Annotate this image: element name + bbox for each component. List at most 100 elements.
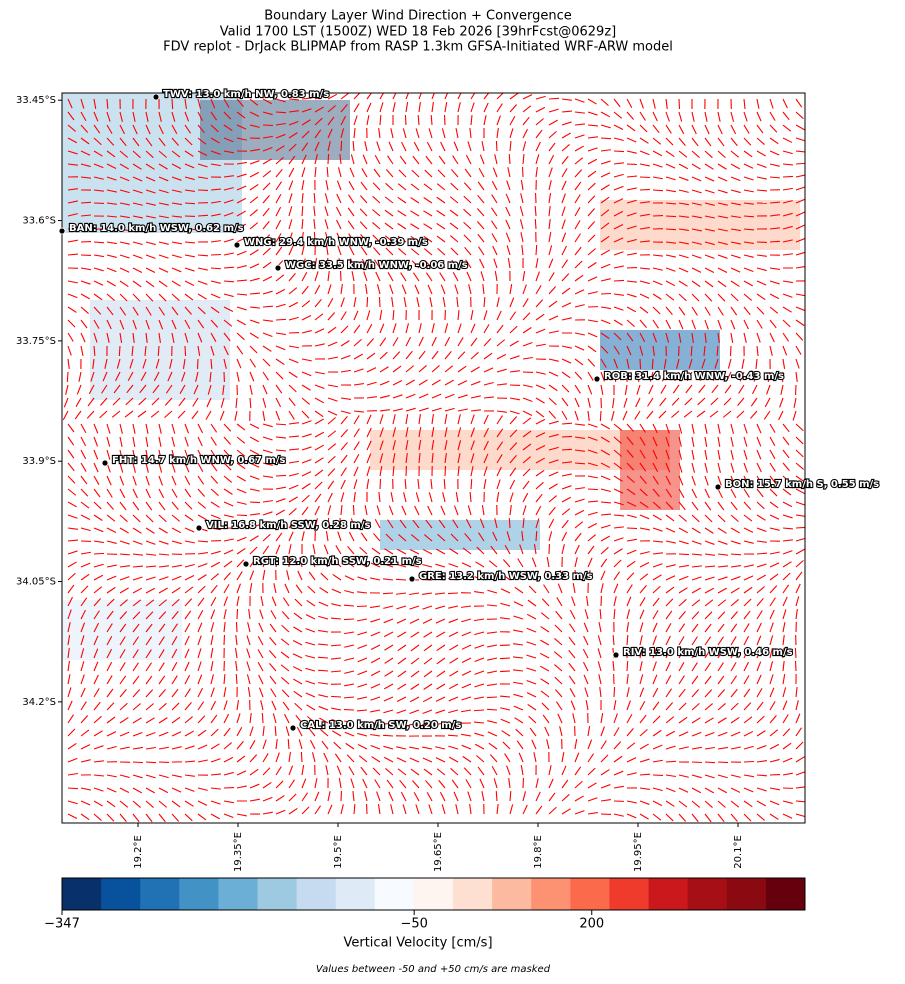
wind-vector bbox=[756, 345, 759, 357]
wind-vector bbox=[320, 729, 329, 737]
wind-vector bbox=[80, 280, 91, 285]
wind-vector bbox=[184, 267, 195, 272]
wind-vector bbox=[340, 128, 345, 139]
wind-vector bbox=[743, 293, 753, 301]
wind-vector bbox=[665, 501, 674, 510]
wind-vector bbox=[652, 475, 659, 485]
wind-vector bbox=[496, 353, 507, 360]
wind-vector bbox=[353, 127, 356, 139]
wind-vector bbox=[691, 649, 698, 659]
wind-vector bbox=[405, 453, 408, 464]
wind-vector bbox=[412, 780, 420, 789]
wind-vector bbox=[362, 518, 368, 529]
wind-vector bbox=[262, 371, 269, 381]
wind-vector bbox=[561, 485, 572, 490]
wind-vector bbox=[465, 518, 472, 529]
wind-vector bbox=[67, 293, 78, 299]
wind-vector bbox=[353, 410, 365, 413]
wind-vector bbox=[384, 548, 394, 555]
wind-vector bbox=[496, 415, 503, 425]
wind-vector bbox=[331, 707, 342, 711]
title-line: Valid 1700 LST (1500Z) WED 18 Feb 2026 [… bbox=[220, 25, 616, 40]
wind-vector bbox=[249, 124, 260, 128]
wind-vector bbox=[335, 545, 342, 555]
wind-vector bbox=[119, 540, 130, 545]
wind-vector bbox=[782, 98, 788, 109]
wind-vector bbox=[522, 356, 533, 360]
wind-vector bbox=[795, 306, 805, 312]
wind-vector bbox=[158, 293, 167, 302]
wind-vector bbox=[80, 345, 84, 356]
wind-vector bbox=[691, 553, 703, 556]
wind-vector bbox=[479, 154, 485, 165]
wind-vector bbox=[262, 207, 270, 217]
wind-vector bbox=[743, 267, 754, 272]
wind-vector bbox=[340, 415, 348, 425]
wind-vector bbox=[769, 240, 781, 243]
wind-vector bbox=[431, 336, 437, 347]
wind-vector bbox=[93, 787, 104, 792]
wind-vector bbox=[337, 245, 342, 256]
wind-vector bbox=[337, 167, 342, 178]
wind-vector bbox=[626, 647, 629, 659]
wind-vector bbox=[301, 271, 308, 282]
wind-vector bbox=[626, 549, 637, 555]
wind-vector bbox=[691, 702, 700, 711]
wind-vector bbox=[435, 757, 446, 763]
wind-vector bbox=[236, 726, 243, 737]
wind-vector bbox=[410, 670, 420, 678]
wind-vector bbox=[344, 589, 355, 594]
wind-vector bbox=[743, 514, 753, 522]
wind-vector bbox=[499, 657, 511, 660]
y-tick-label: 33.75°S bbox=[16, 336, 56, 347]
wind-vector bbox=[457, 102, 461, 113]
wind-vector bbox=[678, 436, 682, 447]
wind-vector bbox=[613, 98, 621, 108]
wind-vector bbox=[600, 583, 604, 594]
wind-vector bbox=[464, 168, 472, 178]
wind-vector bbox=[544, 726, 550, 737]
wind-vector bbox=[561, 448, 573, 451]
wind-vector bbox=[626, 572, 635, 581]
wind-vector bbox=[262, 146, 273, 152]
wind-vector bbox=[795, 514, 805, 517]
wind-vector bbox=[691, 787, 702, 794]
wind-vector bbox=[795, 293, 805, 297]
wind-vector bbox=[769, 227, 780, 230]
wind-vector bbox=[423, 657, 433, 665]
wind-vector bbox=[392, 408, 403, 412]
wind-vector bbox=[67, 436, 75, 446]
wind-vector bbox=[535, 167, 538, 178]
wind-vector bbox=[210, 345, 215, 356]
wind-vector bbox=[132, 761, 144, 764]
wind-vector bbox=[106, 575, 117, 581]
wind-vector bbox=[288, 232, 293, 243]
wind-vector bbox=[249, 713, 252, 724]
wind-vector bbox=[119, 228, 130, 232]
wind-vector bbox=[93, 563, 104, 568]
wind-vector bbox=[409, 592, 420, 596]
wind-vector bbox=[336, 180, 342, 191]
wind-vector bbox=[80, 176, 91, 179]
wind-vector bbox=[275, 739, 278, 750]
wind-vector bbox=[67, 622, 71, 633]
wind-vector bbox=[379, 337, 387, 347]
wind-vector bbox=[678, 564, 689, 568]
x-tick-label: 20.1°E bbox=[733, 835, 744, 869]
wind-vector bbox=[730, 576, 741, 581]
wind-vector bbox=[782, 609, 787, 620]
wind-vector bbox=[275, 358, 285, 366]
wind-vector bbox=[158, 449, 162, 460]
wind-vector bbox=[301, 245, 305, 256]
wind-vector bbox=[223, 813, 234, 819]
wind-vector bbox=[600, 358, 607, 368]
wind-vector bbox=[314, 117, 323, 126]
wind-vector bbox=[236, 279, 248, 282]
wind-vector bbox=[145, 703, 154, 711]
wind-vector bbox=[378, 128, 381, 139]
wind-vector bbox=[80, 319, 88, 329]
wind-vector bbox=[262, 726, 265, 737]
wind-vector bbox=[568, 662, 576, 672]
wind-vector bbox=[373, 168, 381, 178]
wind-vector bbox=[501, 730, 511, 737]
